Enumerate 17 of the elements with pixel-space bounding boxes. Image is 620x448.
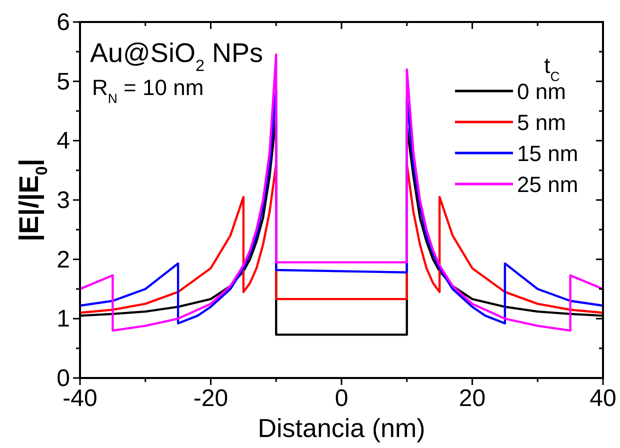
annotation: R$_{N}$ = 10 nm <box>92 75 204 106</box>
x-axis-title: Distancia (nm) <box>258 413 426 443</box>
legend-label: 15 nm <box>517 141 578 166</box>
y-tick-label: 6 <box>56 9 70 36</box>
y-tick-label: 5 <box>56 68 70 96</box>
y-tick-label: 3 <box>56 187 70 214</box>
x-tick-label: -20 <box>193 385 228 412</box>
annotation: Au@SiO$_{2}$ NPs <box>90 38 263 75</box>
x-tick-label: 20 <box>458 385 486 412</box>
x-tick-label: 40 <box>590 385 616 412</box>
y-tick-label: 2 <box>56 246 70 274</box>
y-tick-label: 4 <box>56 128 70 155</box>
y-tick-label: 1 <box>56 306 70 333</box>
legend-label: 25 nm <box>517 172 578 197</box>
x-tick-label: 0 <box>334 385 348 412</box>
legend-label: 5 nm <box>517 110 566 135</box>
legend-title: t$_{C}$ <box>544 53 560 84</box>
